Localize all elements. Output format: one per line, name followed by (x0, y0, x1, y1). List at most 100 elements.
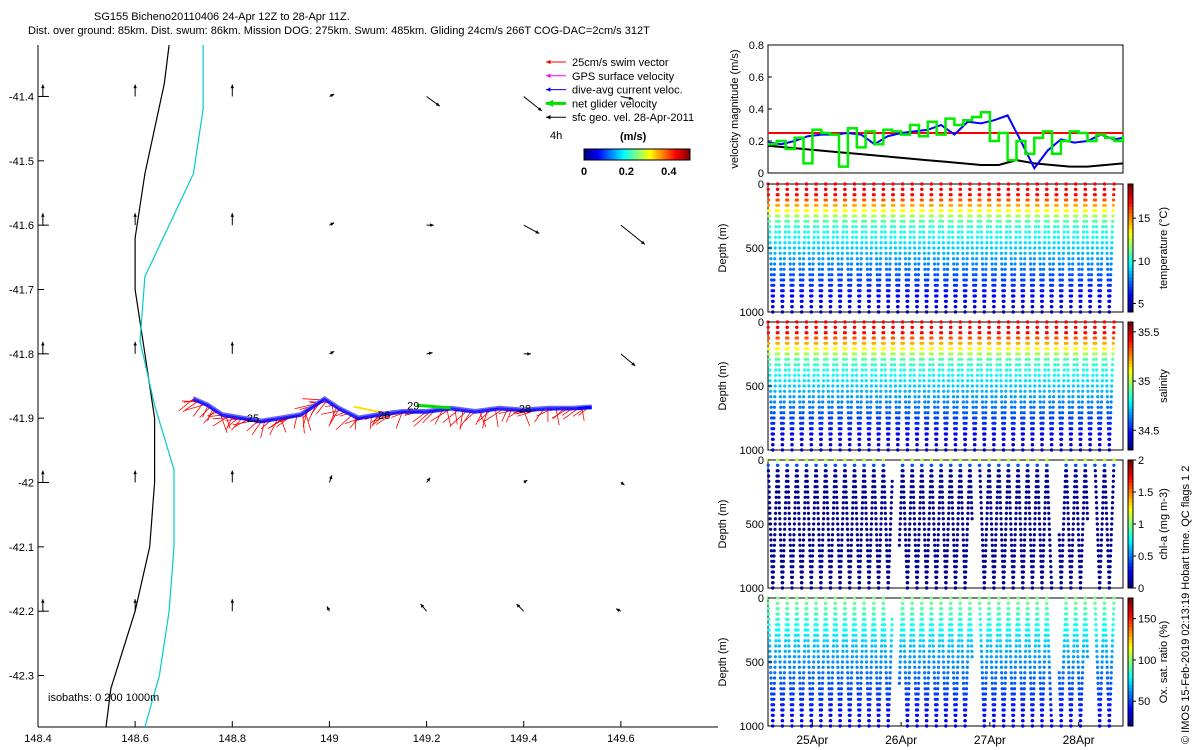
temperature-sample-point (1094, 214, 1098, 218)
salinity-sample-point (1055, 331, 1059, 335)
salinity-sample-point (1057, 379, 1061, 383)
salinity-sample-point (774, 373, 778, 377)
temperature-sample-point (955, 267, 959, 271)
temperature-sample-point (1057, 262, 1061, 266)
temperature-sample-point (820, 267, 825, 271)
salinity-sample-point (1049, 443, 1053, 447)
salinity-sample-point (770, 437, 775, 441)
chlorophyll-sample-point (859, 533, 863, 537)
temperature-sample-point (835, 225, 839, 229)
chlorophyll-sample-point (871, 490, 875, 494)
salinity-sample-point (826, 384, 830, 388)
salinity-sample-point (832, 352, 836, 356)
temperature-sample-point (826, 235, 830, 239)
temperature-sample-point (1046, 219, 1050, 223)
chlorophyll-sample-point (828, 586, 833, 590)
salinity-sample-point (913, 389, 917, 393)
temperature-sample-point (898, 246, 902, 250)
salinity-sample-point (809, 443, 813, 447)
temperature-sample-point (913, 262, 917, 266)
chlorophyll-sample-point (926, 538, 931, 542)
chlorophyll-sample-point (799, 581, 804, 585)
temperature-sample-point (941, 241, 945, 245)
salinity-colorbar-cell (1128, 338, 1133, 342)
chlorophyll-sample-point (911, 479, 915, 483)
salinity-sample-point (960, 373, 964, 377)
temperature-sample-point (1060, 278, 1064, 282)
temperature-sample-point (1110, 230, 1114, 234)
temperature-sample-point (978, 198, 982, 202)
temperature-sample-point (913, 251, 917, 255)
salinity-sample-point (955, 405, 959, 409)
temperature-sample-point (840, 251, 844, 255)
chlorophyll-sample-point (841, 517, 845, 521)
temperature-sample-point (947, 225, 951, 229)
salinity-sample-point (849, 411, 853, 415)
temperature-sample-point (974, 267, 978, 271)
chlorophyll-sample-point (874, 517, 878, 521)
salinity-sample-point (902, 357, 906, 361)
salinity-sample-point (869, 384, 874, 388)
salinity-sample-point (1024, 373, 1028, 377)
temperature-sample-point (946, 246, 950, 250)
salinity-sample-point (932, 389, 936, 393)
temperature-sample-point (770, 289, 774, 293)
temperature-sample-point (892, 209, 896, 213)
temperature-sample-point (826, 246, 830, 250)
salinity-sample-point (950, 347, 954, 351)
chlorophyll-sample-point (810, 554, 815, 558)
temperature-sample-point (874, 230, 878, 234)
salinity-sample-point (940, 352, 944, 356)
chlorophyll-sample-point (824, 479, 829, 483)
salinity-sample-point (894, 389, 898, 393)
salinity-sample-point (810, 416, 815, 420)
speed-colorbar-cell (675, 149, 678, 160)
chlorophyll-sample-point (881, 458, 886, 462)
salinity-sample-point (1065, 357, 1070, 361)
salinity-sample-point (1030, 427, 1034, 431)
chlorophyll-sample-point (793, 511, 797, 515)
temperature-sample-point (1107, 305, 1111, 309)
chlorophyll-sample-point (774, 511, 778, 515)
temperature-sample-point (940, 209, 944, 213)
chlorophyll-sample-point (853, 469, 857, 473)
salinity-sample-point (981, 411, 985, 415)
salinity-sample-point (1028, 379, 1032, 383)
salinity-colorbar-cell (1128, 363, 1133, 368)
speed-colorbar-cell (628, 149, 632, 160)
temperature-sample-point (938, 219, 942, 223)
chlorophyll-sample-point (873, 479, 877, 483)
salinity-sample-point (1043, 363, 1047, 367)
chlorophyll-sample-point (824, 463, 828, 467)
colorbar-title: (m/s) (620, 131, 647, 143)
salinity-sample-point (892, 357, 897, 361)
temperature-sample-point (1033, 241, 1037, 245)
salinity-sample-point (864, 384, 869, 388)
salinity-sample-point (770, 432, 774, 436)
salinity-sample-point (865, 400, 869, 404)
temperature-sample-point (1053, 230, 1057, 234)
chlorophyll-sample-point (867, 581, 871, 585)
chlorophyll-sample-point (901, 469, 905, 473)
temperature-sample-point (1036, 193, 1040, 197)
salinity-sample-point (1005, 352, 1009, 356)
swim-vector (335, 414, 353, 430)
temperature-sample-point (928, 214, 932, 218)
chlorophyll-sample-point (784, 501, 788, 505)
temperature-sample-point (822, 225, 826, 229)
temperature-sample-point (1013, 257, 1017, 261)
temperature-sample-point (998, 203, 1002, 207)
salinity-sample-point (1078, 448, 1083, 452)
temperature-sample-point (1020, 289, 1024, 293)
temperature-colorbar-cell (1128, 292, 1133, 297)
map-background (38, 45, 718, 727)
chlorophyll-sample-point (942, 543, 946, 547)
salinity-sample-point (1027, 357, 1031, 361)
chlorophyll-sample-point (844, 479, 848, 483)
swim-vector (316, 400, 328, 415)
salinity-sample-point (1032, 411, 1036, 415)
salinity-sample-point (1067, 395, 1071, 399)
temperature-sample-point (979, 225, 983, 229)
chlorophyll-sample-point (956, 517, 960, 521)
salinity-sample-point (902, 368, 907, 372)
